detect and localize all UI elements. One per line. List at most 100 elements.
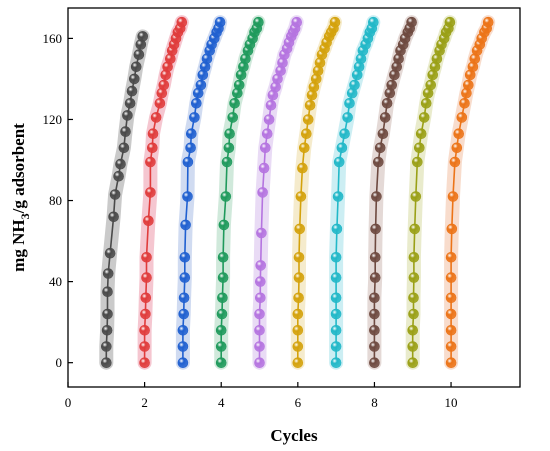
data-point [293, 251, 305, 263]
data-point [377, 128, 389, 139]
data-point [371, 191, 382, 202]
data-point [415, 128, 427, 139]
data-point [302, 114, 314, 125]
x-tick-label: 2 [141, 395, 148, 410]
data-point [221, 156, 233, 168]
x-axis-title: Cycles [270, 426, 318, 445]
data-point [178, 292, 190, 304]
data-point [182, 156, 194, 168]
data-point [195, 79, 207, 91]
data-point [147, 142, 158, 154]
data-point [445, 357, 457, 369]
data-point [227, 112, 238, 123]
data-point [292, 357, 304, 369]
data-point [214, 16, 226, 28]
data-point [369, 324, 380, 336]
data-point [254, 341, 265, 352]
data-point [408, 292, 419, 304]
data-point [139, 357, 150, 369]
data-point [413, 142, 425, 154]
data-point [447, 191, 459, 202]
data-point [292, 324, 304, 336]
data-point [179, 272, 191, 283]
data-point [407, 357, 419, 369]
data-point [139, 324, 150, 336]
data-point [215, 324, 227, 336]
data-point [330, 324, 342, 336]
y-axis-ticks: 0 40 80 120 160 [43, 31, 73, 370]
data-point [294, 223, 306, 235]
data-point [102, 268, 114, 279]
y-axis-title-subscript: 3 [18, 213, 32, 219]
data-point [224, 128, 235, 139]
data-point [122, 110, 133, 121]
x-tick-label: 4 [218, 395, 225, 410]
data-point [263, 114, 275, 125]
data-point [253, 16, 264, 28]
data-point [330, 308, 342, 320]
data-point [217, 292, 228, 304]
data-point [118, 142, 130, 154]
data-point [177, 357, 189, 369]
data-point [179, 251, 191, 263]
data-point [293, 272, 305, 283]
data-point [418, 112, 430, 123]
data-point [147, 128, 159, 139]
data-point [215, 357, 227, 369]
data-point [129, 73, 140, 85]
data-point [130, 61, 142, 73]
y-axis-title-prefix: mg NH [9, 219, 28, 271]
data-point [342, 112, 353, 123]
data-point [369, 292, 380, 304]
data-point [223, 142, 235, 154]
data-point [189, 112, 200, 123]
data-point [254, 308, 265, 320]
data-point [293, 292, 304, 304]
data-point [120, 126, 131, 137]
data-point [445, 308, 457, 320]
data-point [102, 286, 113, 298]
data-point [372, 156, 384, 168]
data-point [218, 219, 230, 231]
data-point [265, 100, 277, 111]
data-point [255, 260, 267, 271]
data-point [369, 357, 380, 369]
data-point [298, 142, 310, 154]
data-point [407, 341, 419, 352]
data-point [291, 16, 303, 28]
data-point [158, 79, 170, 91]
data-point [229, 98, 240, 109]
data-point [292, 308, 304, 320]
data-point [145, 156, 156, 168]
data-point [411, 156, 423, 168]
data-point [445, 341, 457, 352]
y-axis-title: mg NH3/g adsorbent [9, 123, 32, 272]
data-point [420, 98, 432, 109]
y-tick-label: 80 [49, 193, 62, 208]
y-tick-label: 0 [56, 355, 63, 370]
data-point [258, 162, 270, 174]
data-point [141, 251, 152, 263]
data-point [176, 16, 188, 28]
x-tick-label: 0 [65, 395, 72, 410]
data-point [297, 162, 308, 174]
data-point [215, 341, 227, 352]
data-point [254, 357, 265, 369]
data-point [344, 98, 355, 109]
data-point [374, 142, 386, 154]
data-point [140, 292, 152, 304]
data-point [482, 16, 494, 28]
data-point [101, 341, 112, 352]
data-point [406, 16, 417, 28]
data-point [349, 79, 360, 91]
data-point [186, 128, 197, 139]
x-tick-label: 10 [445, 395, 458, 410]
data-point [445, 251, 457, 263]
data-point [445, 272, 457, 283]
data-point [333, 156, 345, 168]
data-point [329, 16, 341, 28]
data-point [330, 251, 342, 263]
data-point [254, 324, 265, 336]
data-point [300, 128, 312, 139]
data-point [369, 341, 380, 352]
